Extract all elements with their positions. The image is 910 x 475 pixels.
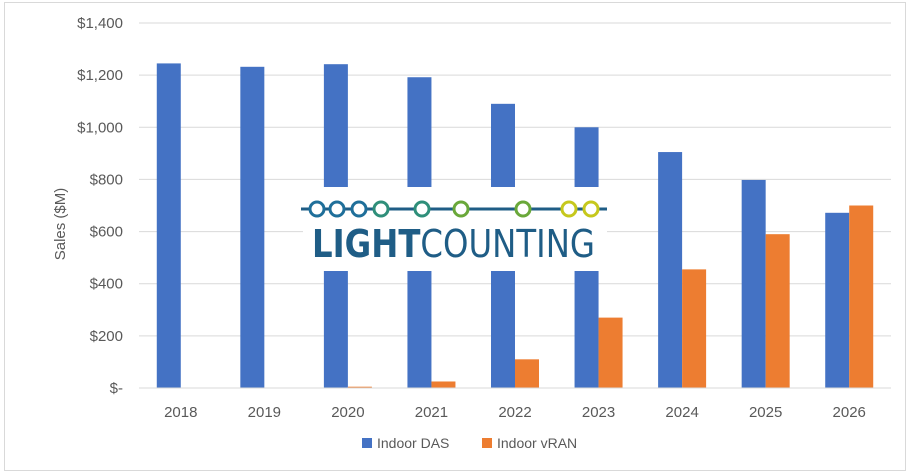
y-tick-label: $800 — [90, 171, 123, 188]
watermark-circle — [413, 200, 431, 218]
y-tick-label: $1,200 — [77, 67, 123, 84]
bar-indoor-das-2025 — [741, 179, 766, 388]
legend: Indoor DAS Indoor vRAN — [362, 435, 577, 451]
bar-indoor-vran-2026 — [849, 205, 874, 388]
bar-chart: $- $200 $400 $600 $800 $1,000 $1,200 $1,400 Sal… — [52, 15, 891, 451]
y-tick-label: $1,000 — [77, 119, 123, 136]
x-tick-label: 2020 — [331, 404, 364, 421]
watermark-circle — [372, 200, 390, 218]
watermark-circle — [328, 200, 346, 218]
x-tick-label: 2021 — [415, 404, 448, 421]
watermark-circle — [514, 200, 532, 218]
y-tick-label: $200 — [90, 328, 123, 345]
y-axis-label: Sales ($M) — [52, 188, 69, 261]
watermark-circle — [560, 200, 578, 218]
watermark-circles — [308, 200, 600, 218]
lightcounting-watermark: LIGHTCOUNTING — [301, 187, 607, 271]
bar-indoor-das-2026 — [825, 212, 850, 388]
x-tick-label: 2023 — [582, 404, 615, 421]
x-tick-label: 2022 — [498, 404, 531, 421]
y-tick-label: $600 — [90, 224, 123, 241]
watermark-circle — [350, 200, 368, 218]
watermark-text-regular: COUNTING — [420, 222, 595, 266]
x-axis-ticks: 2018 2019 2020 2021 2022 2023 2024 2025 2026 — [164, 404, 866, 421]
x-tick-label: 2018 — [164, 404, 197, 421]
bar-indoor-das-2018 — [156, 63, 181, 389]
bar-indoor-vran-2023 — [598, 317, 623, 388]
legend-swatch — [362, 438, 372, 448]
legend-swatch — [482, 438, 492, 448]
bar-indoor-vran-2025 — [765, 234, 790, 388]
watermark-text-bold: LIGHT — [312, 222, 420, 266]
bar-indoor-vran-2022 — [515, 359, 539, 388]
x-tick-label: 2024 — [665, 404, 698, 421]
y-tick-label: $1,400 — [77, 15, 123, 32]
x-tick-label: 2026 — [833, 404, 866, 421]
legend-label: Indoor DAS — [377, 435, 449, 451]
watermark-background — [303, 187, 607, 271]
y-tick-label: $- — [110, 380, 123, 397]
x-tick-label: 2019 — [248, 404, 281, 421]
bar-indoor-das-2019 — [240, 66, 265, 389]
bars — [156, 63, 874, 389]
bar-indoor-vran-2020 — [347, 386, 372, 388]
watermark-text: LIGHTCOUNTING — [312, 222, 595, 266]
bar-indoor-das-2024 — [658, 152, 683, 388]
watermark-circle — [582, 200, 600, 218]
watermark-circle — [308, 200, 326, 218]
x-tick-label: 2025 — [749, 404, 782, 421]
legend-label: Indoor vRAN — [497, 435, 577, 451]
y-tick-label: $400 — [90, 276, 123, 293]
watermark-circle — [452, 200, 470, 218]
bar-indoor-vran-2024 — [682, 269, 707, 388]
bar-indoor-vran-2021 — [431, 381, 456, 388]
y-axis-ticks: $- $200 $400 $600 $800 $1,000 $1,200 $1,400 — [77, 15, 123, 397]
chart-frame: $- $200 $400 $600 $800 $1,000 $1,200 $1,400 Sal… — [4, 2, 906, 471]
